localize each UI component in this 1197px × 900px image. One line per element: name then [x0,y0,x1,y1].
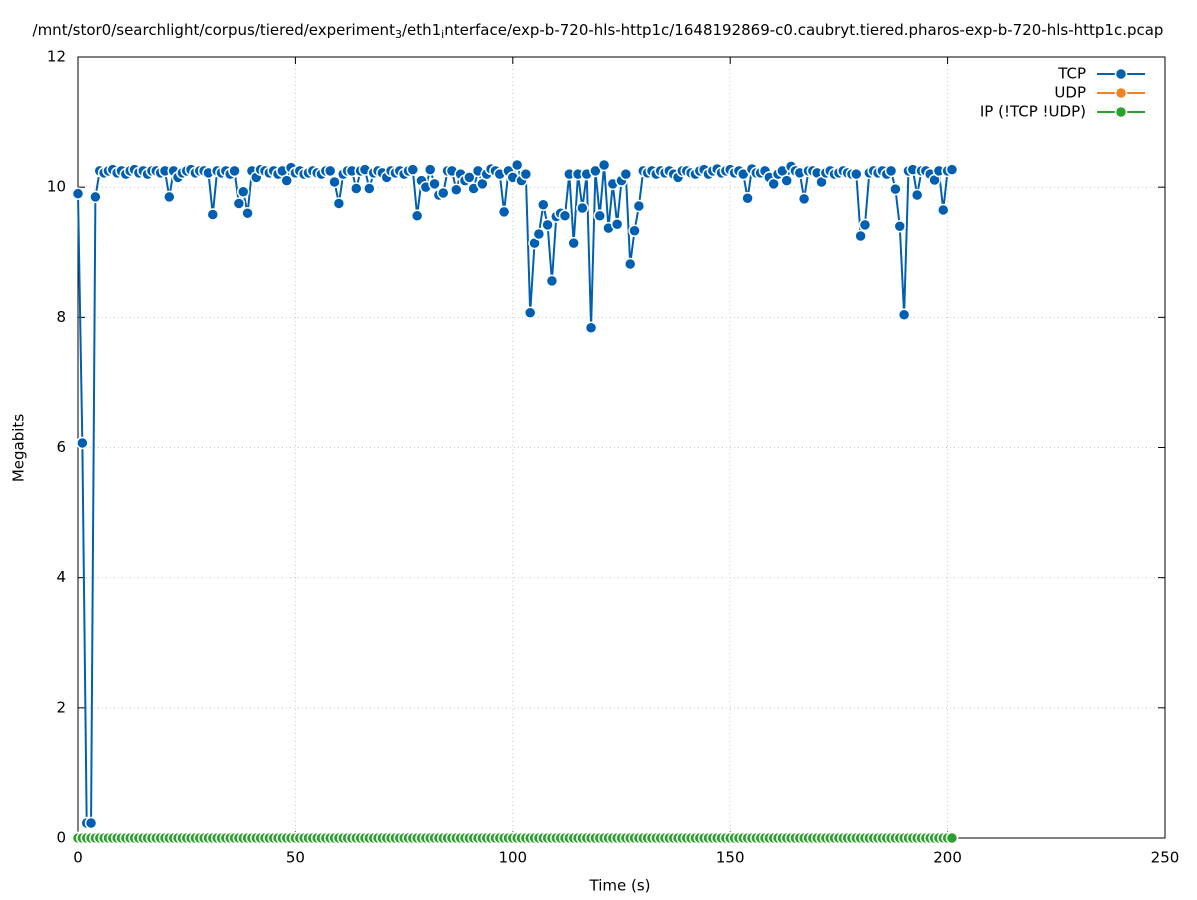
y-tick-label: 8 [56,308,66,326]
data-point [628,224,641,238]
data-point [76,436,89,450]
data-point [910,188,924,202]
y-tick-label: 12 [47,48,66,66]
x-tick-label: 0 [73,849,83,867]
data-point [780,174,793,187]
legend-marker [1114,86,1128,100]
x-tick-label: 200 [933,849,962,867]
data-point [584,321,598,334]
data-point [945,163,959,176]
data-point [937,203,950,217]
data-point [593,209,607,223]
data-point [576,201,589,215]
legend-label: IP (!TCP !UDP) [980,103,1086,121]
data-point [497,205,511,219]
data-point [632,199,646,213]
data-point [623,257,637,271]
data-point [741,191,754,205]
x-tick-label: 50 [286,849,305,867]
data-point [619,167,633,181]
legend-label: UDP [1054,84,1086,102]
data-point [423,163,437,176]
data-point [797,192,811,206]
data-point [893,219,907,233]
data-point [532,227,546,241]
data-point [328,175,341,189]
data-point [450,183,463,197]
data-point [536,198,550,211]
title-part: 3 [395,28,402,41]
title-part: /mnt/stor0/searchlight/corpus/tiered/exp… [33,21,396,39]
data-point [597,158,611,172]
x-tick-label: 250 [1151,849,1180,867]
data-point [206,208,220,221]
data-point [350,182,363,195]
data-point [406,163,420,176]
title-part: nterface/exp-b-720-hls-http1c/1648192869… [444,21,1163,39]
legend-marker [1114,67,1128,81]
data-point [89,190,102,204]
data-point [163,190,176,204]
x-axis-label: Time (s) [589,877,651,895]
data-point [945,831,959,845]
data-point [610,218,624,231]
data-point [541,218,554,232]
data-point [363,182,376,195]
y-tick-label: 4 [56,568,66,586]
y-tick-label: 10 [47,178,66,196]
legend-marker [1114,105,1128,119]
data-point [236,185,250,198]
data-point [280,174,293,187]
data-point [510,158,524,172]
data-point [858,218,872,232]
data-point [436,186,450,200]
x-tick-label: 100 [498,849,527,867]
chart-title: /mnt/stor0/searchlight/corpus/tiered/exp… [33,21,1164,42]
data-point [884,164,898,178]
data-point [523,306,537,320]
series-line [77,161,953,825]
y-tick-label: 2 [56,698,66,716]
title-part: i [441,28,444,41]
title-part: /eth1 [402,21,441,39]
data-point [589,164,602,178]
data-point [889,182,902,196]
legend-label: TCP [1057,65,1086,83]
data-point [558,209,572,223]
data-point [897,308,911,321]
x-tick-label: 150 [716,849,745,867]
data-point [232,197,246,210]
data-point [463,171,476,184]
data-point [567,236,580,250]
data-point [519,167,533,181]
data-point [428,177,441,191]
data-point [545,274,559,288]
data-point [241,206,254,220]
data-point [228,164,241,178]
y-tick-label: 0 [56,829,66,847]
y-axis-label: Megabits [10,414,28,482]
data-point [410,209,424,223]
y-tick-label: 6 [56,438,66,456]
data-point [71,187,85,200]
data-point [84,816,98,830]
data-point [332,197,346,210]
data-point [323,164,337,178]
data-point [854,229,867,243]
data-point [850,167,863,181]
